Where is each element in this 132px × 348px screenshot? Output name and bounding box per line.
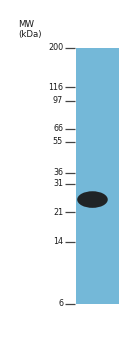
Text: 55: 55 (53, 137, 63, 147)
Text: (kDa): (kDa) (18, 30, 42, 39)
Text: 116: 116 (48, 83, 63, 92)
Bar (76, 48, 119, 304)
Text: 36: 36 (53, 168, 63, 177)
Text: 14: 14 (53, 237, 63, 246)
Ellipse shape (77, 191, 108, 208)
Text: 31: 31 (53, 179, 63, 188)
Text: MW: MW (18, 21, 35, 29)
Text: 21: 21 (53, 208, 63, 217)
Text: 97: 97 (53, 96, 63, 105)
Text: 200: 200 (48, 43, 63, 52)
Text: 6: 6 (58, 299, 63, 308)
Text: 66: 66 (53, 124, 63, 133)
